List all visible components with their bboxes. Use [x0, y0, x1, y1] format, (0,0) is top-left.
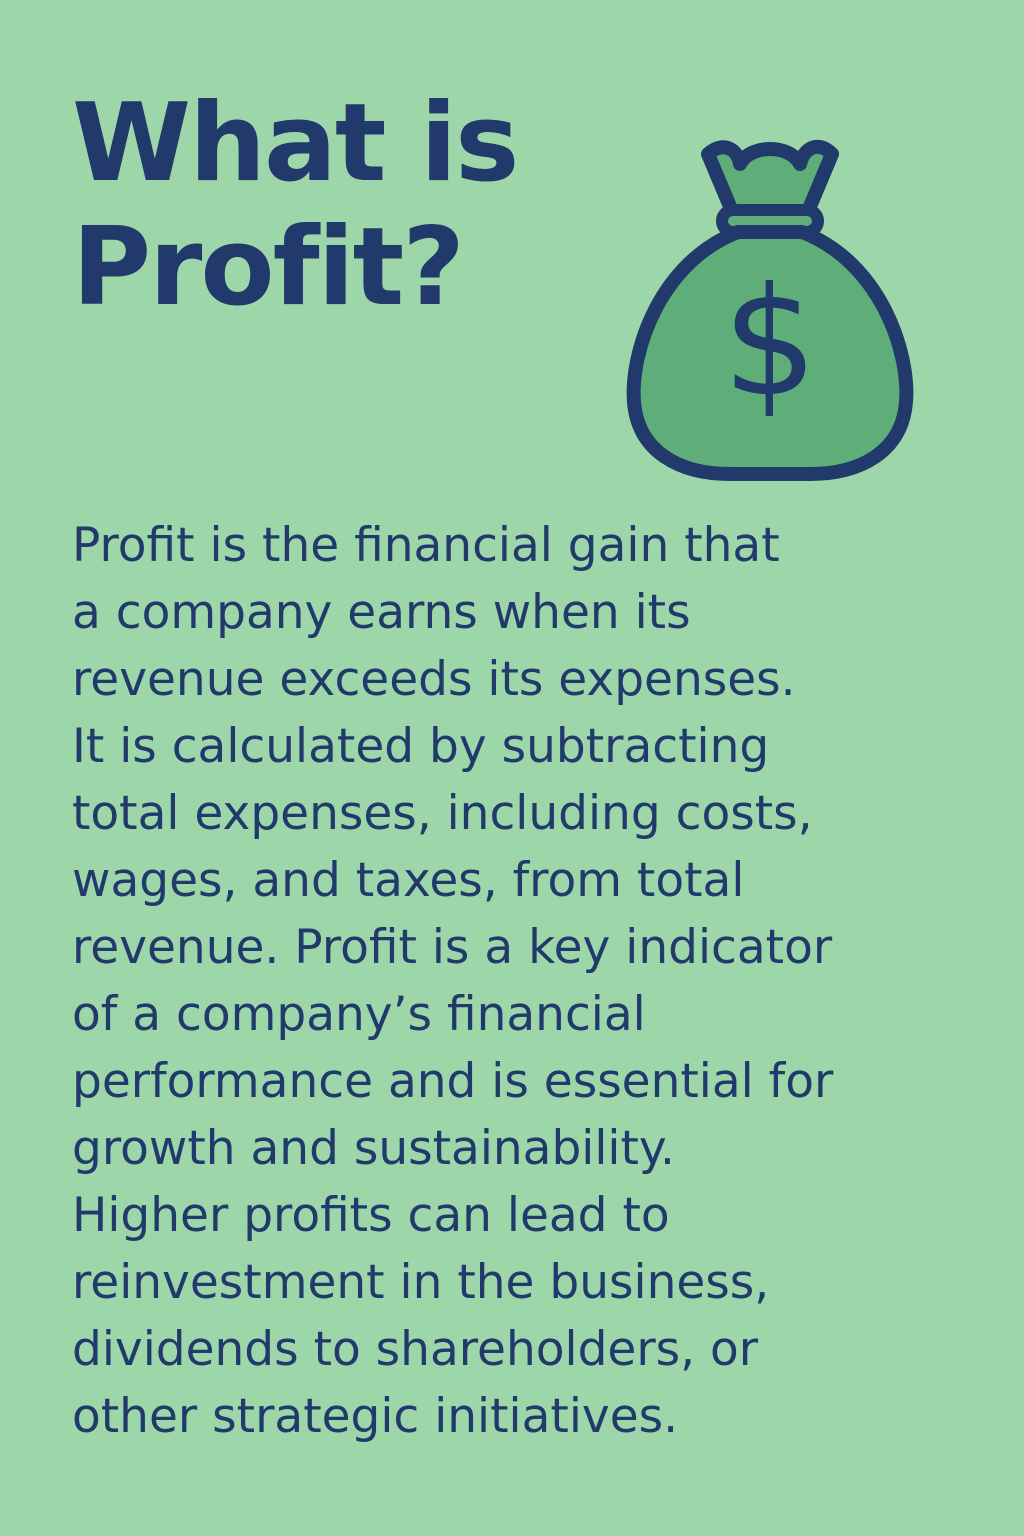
money-bag-icon: $: [620, 132, 920, 492]
description-line: It is calculated by subtracting: [72, 719, 770, 774]
description-line: total expenses, including costs,: [72, 786, 813, 841]
description-line: a company earns when its: [72, 585, 691, 640]
description-line: growth and sustainability.: [72, 1121, 675, 1176]
bag-body: [626, 225, 914, 481]
description-line: revenue exceeds its expenses.: [72, 652, 796, 707]
description-line: Profit is the financial gain that: [72, 518, 780, 573]
description-line: Higher profits can lead to: [72, 1188, 670, 1243]
page-title: What is Profit?: [72, 81, 519, 330]
title-line-2: Profit?: [72, 205, 465, 330]
description-line: wages, and taxes, from total: [72, 853, 745, 908]
description-line: dividends to shareholders, or: [72, 1322, 759, 1377]
description-line: of a company’s financial: [72, 987, 646, 1042]
dollar-sign: $: [722, 256, 817, 430]
title-line-1: What is: [72, 81, 519, 206]
description-line: performance and is essential for: [72, 1054, 834, 1109]
profit-description: Profit is the financial gain that a compa…: [72, 512, 972, 1450]
description-line: reinvestment in the business,: [72, 1255, 770, 1310]
description-line: revenue. Profit is a key indicator: [72, 920, 833, 975]
bag-top: [701, 139, 839, 223]
description-line: other strategic initiatives.: [72, 1389, 679, 1444]
